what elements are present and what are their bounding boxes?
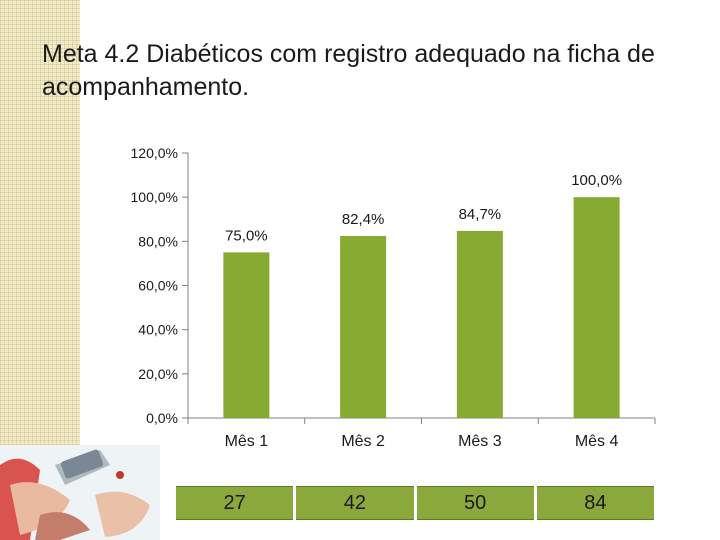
bar (573, 197, 620, 418)
y-tick-label: 100,0% (131, 189, 178, 205)
x-category-label: Mês 2 (341, 433, 385, 450)
bar (340, 236, 387, 418)
count-cell-month-4: 84 (536, 486, 654, 520)
x-category-label: Mês 3 (458, 433, 502, 450)
bar (456, 230, 503, 418)
y-tick-label: 80,0% (138, 233, 178, 249)
bar (223, 252, 270, 418)
count-table: 27 42 50 84 (176, 486, 654, 520)
y-tick-label: 0,0% (146, 410, 178, 426)
y-tick-label: 120,0% (131, 145, 178, 161)
bar-chart: 0,0% 20,0% 40,0% 60,0% 80,0% 100,0% 120,0% Mês … (131, 145, 656, 450)
x-category-label: Mês 1 (225, 433, 269, 450)
data-label: 75,0% (225, 227, 268, 244)
count-cell-month-3: 50 (416, 486, 534, 520)
count-cell-month-2: 42 (296, 486, 414, 520)
data-label: 84,7% (459, 206, 502, 223)
data-label: 82,4% (342, 211, 385, 228)
data-label: 100,0% (571, 172, 622, 189)
glucometer-photo-icon (0, 445, 160, 540)
y-tick-label: 60,0% (138, 278, 178, 294)
count-cell-month-1: 27 (176, 486, 294, 520)
slide-title: Meta 4.2 Diabéticos com registro adequad… (42, 40, 655, 101)
y-tick-label: 20,0% (138, 366, 178, 382)
x-category-label: Mês 4 (575, 433, 619, 450)
decorative-pattern-strip (0, 0, 80, 445)
y-tick-label: 40,0% (138, 322, 178, 338)
